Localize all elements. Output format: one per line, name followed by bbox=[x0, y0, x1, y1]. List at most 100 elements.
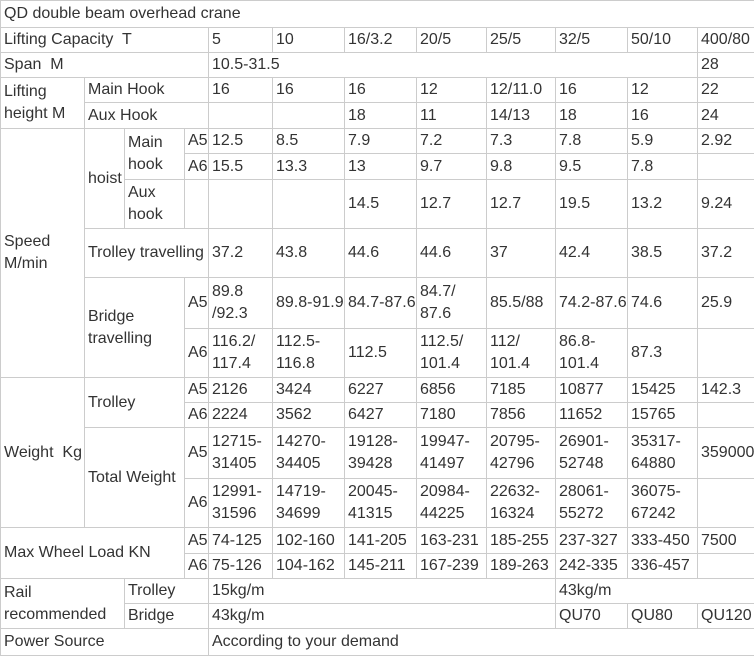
value-cell: 85.5/88 bbox=[487, 278, 556, 329]
value-cell: 86.8-101.4 bbox=[556, 329, 628, 378]
row-label-bridge-travelling: Bridge travelling bbox=[85, 278, 185, 378]
value-cell: 43kg/m bbox=[556, 579, 754, 604]
row-label-rail-recommended: Rail recommended bbox=[1, 579, 125, 629]
value-cell: 22 bbox=[698, 78, 754, 103]
value-cell: 18 bbox=[556, 103, 628, 129]
value-cell: 5 bbox=[209, 28, 273, 53]
value-cell: 74-125 bbox=[209, 528, 273, 554]
value-cell: 35317-64880 bbox=[628, 428, 698, 479]
value-cell: 242-335 bbox=[556, 554, 628, 579]
row-label-rail-bridge: Bridge bbox=[125, 604, 209, 629]
class-label-a6: A6 bbox=[185, 329, 209, 378]
value-cell: 43kg/m bbox=[209, 604, 556, 629]
value-cell: 43.8 bbox=[273, 229, 345, 278]
table-title: QD double beam overhead crane bbox=[1, 1, 754, 28]
value-cell: 2224 bbox=[209, 403, 273, 428]
value-cell: 3562 bbox=[273, 403, 345, 428]
value-cell: 112.5/ 101.4 bbox=[417, 329, 487, 378]
value-cell: 20045-41315 bbox=[345, 479, 417, 528]
value-cell: 89.8-91.9 bbox=[273, 278, 345, 329]
value-cell: 163-231 bbox=[417, 528, 487, 554]
value-cell: 50/10 bbox=[628, 28, 698, 53]
value-cell: 7500 bbox=[698, 528, 754, 554]
value-cell: 9.24 bbox=[698, 180, 754, 229]
value-cell: 28061-55272 bbox=[556, 479, 628, 528]
row-label-hoist-aux-hook: Aux hook bbox=[125, 180, 185, 229]
value-cell: 75-126 bbox=[209, 554, 273, 579]
value-cell: 7856 bbox=[487, 403, 556, 428]
value-cell: 102-160 bbox=[273, 528, 345, 554]
value-cell: 9.7 bbox=[417, 154, 487, 180]
value-cell: 14.5 bbox=[345, 180, 417, 229]
value-cell: 359000 bbox=[698, 428, 754, 479]
value-cell: 16 bbox=[345, 78, 417, 103]
value-cell: 13.2 bbox=[628, 180, 698, 229]
value-cell bbox=[698, 479, 754, 528]
row-label-weight: Weight Kg bbox=[1, 378, 85, 528]
value-cell: 12715-31405 bbox=[209, 428, 273, 479]
value-cell: 2.92 bbox=[698, 129, 754, 154]
row-label-aux-hook: Aux Hook bbox=[85, 103, 209, 129]
value-cell: 15425 bbox=[628, 378, 698, 403]
value-cell: 116.2/ 117.4 bbox=[209, 329, 273, 378]
value-cell: 26901-52748 bbox=[556, 428, 628, 479]
value-cell: 2126 bbox=[209, 378, 273, 403]
class-label-a5: A5 bbox=[185, 428, 209, 479]
value-cell: 6227 bbox=[345, 378, 417, 403]
row-label-trolley-travelling: Trolley travelling bbox=[85, 229, 209, 278]
value-cell: 84.7-87.6 bbox=[345, 278, 417, 329]
class-label-a6: A6 bbox=[185, 403, 209, 428]
empty-cell bbox=[185, 180, 209, 229]
value-cell: 44.6 bbox=[345, 229, 417, 278]
value-cell: 12991-31596 bbox=[209, 479, 273, 528]
value-cell: 12.7 bbox=[417, 180, 487, 229]
value-cell: 12 bbox=[628, 78, 698, 103]
value-cell: 37.2 bbox=[209, 229, 273, 278]
value-cell: 19128-39428 bbox=[345, 428, 417, 479]
value-cell: 20795-42796 bbox=[487, 428, 556, 479]
class-label-a6: A6 bbox=[185, 479, 209, 528]
value-cell: 14270-34405 bbox=[273, 428, 345, 479]
row-label-main-hook: Main Hook bbox=[85, 78, 209, 103]
value-cell: 14/13 bbox=[487, 103, 556, 129]
row-label-weight-trolley: Trolley bbox=[85, 378, 185, 428]
value-cell: 112.5 bbox=[345, 329, 417, 378]
value-cell: 13 bbox=[345, 154, 417, 180]
value-cell: 37.2 bbox=[698, 229, 754, 278]
value-cell: 8.5 bbox=[273, 129, 345, 154]
row-label-lifting-capacity: Lifting Capacity T bbox=[1, 28, 209, 53]
row-label-total-weight: Total Weight bbox=[85, 428, 185, 528]
value-cell: 84.7/ 87.6 bbox=[417, 278, 487, 329]
value-cell: 15765 bbox=[628, 403, 698, 428]
value-cell: 42.4 bbox=[556, 229, 628, 278]
value-cell: 89.8 /92.3 bbox=[209, 278, 273, 329]
value-cell: 25.9 bbox=[698, 278, 754, 329]
value-cell bbox=[273, 180, 345, 229]
class-label-a6: A6 bbox=[185, 154, 209, 180]
value-cell: 74.2-87.6 bbox=[556, 278, 628, 329]
value-cell: 145-211 bbox=[345, 554, 417, 579]
value-cell: QU70 bbox=[556, 604, 628, 629]
value-cell bbox=[698, 154, 754, 180]
value-cell: 141-205 bbox=[345, 528, 417, 554]
value-cell: 6427 bbox=[345, 403, 417, 428]
value-cell bbox=[273, 103, 345, 129]
value-cell: 20/5 bbox=[417, 28, 487, 53]
value-cell: 22632-16324 bbox=[487, 479, 556, 528]
value-cell bbox=[209, 103, 273, 129]
value-cell: 9.5 bbox=[556, 154, 628, 180]
value-cell: 87.3 bbox=[628, 329, 698, 378]
value-cell bbox=[698, 554, 754, 579]
value-cell: 38.5 bbox=[628, 229, 698, 278]
value-cell: 189-263 bbox=[487, 554, 556, 579]
value-cell: 7180 bbox=[417, 403, 487, 428]
value-cell: 11 bbox=[417, 103, 487, 129]
row-label-max-wheel-load: Max Wheel Load KN bbox=[1, 528, 185, 579]
value-cell: 44.6 bbox=[417, 229, 487, 278]
value-cell: 112/ 101.4 bbox=[487, 329, 556, 378]
value-cell bbox=[698, 329, 754, 378]
value-cell: 7.2 bbox=[417, 129, 487, 154]
value-cell: 25/5 bbox=[487, 28, 556, 53]
class-label-a5: A5 bbox=[185, 378, 209, 403]
